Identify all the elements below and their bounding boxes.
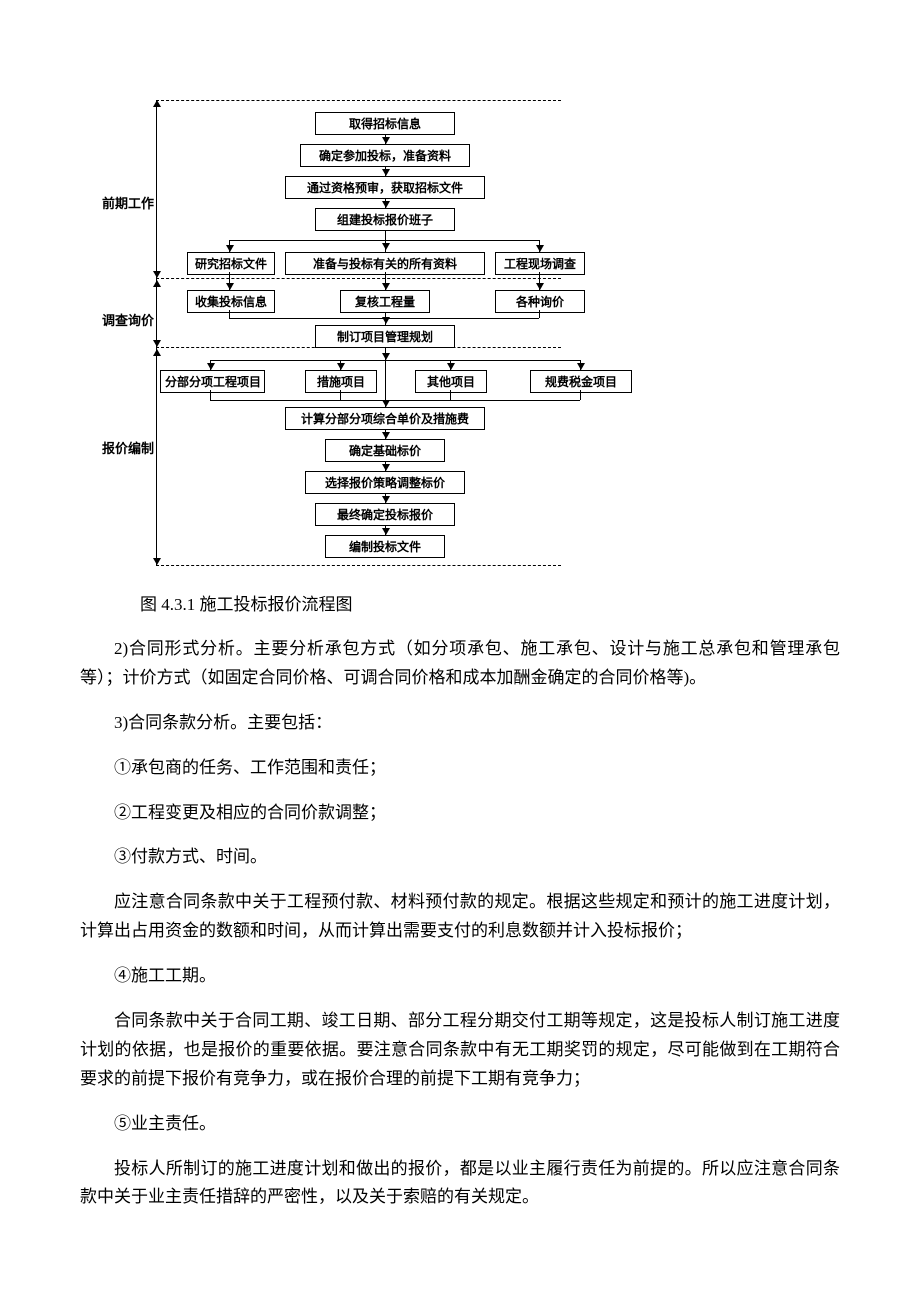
box-project-plan: 制订项目管理规划 bbox=[315, 325, 455, 348]
box-adjust-strategy: 选择报价策略调整标价 bbox=[305, 471, 465, 494]
box-final-price: 最终确定投标报价 bbox=[315, 503, 455, 526]
para-item-2: ②工程变更及相应的合同价款调整； bbox=[80, 799, 840, 828]
box-site-survey: 工程现场调查 bbox=[495, 252, 585, 275]
box-compile-docs: 编制投标文件 bbox=[325, 535, 445, 558]
body-text: 2)合同形式分析。主要分析承包方式（如分项承包、施工承包、设计与施工总承包和管理… bbox=[0, 635, 920, 1212]
phase-label-3: 报价编制 bbox=[102, 438, 154, 457]
box-form-team: 组建投标报价班子 bbox=[315, 208, 455, 231]
box-decide-bid: 确定参加投标，准备资料 bbox=[300, 144, 470, 167]
box-obtain-info: 取得招标信息 bbox=[315, 112, 455, 135]
flowchart-diagram: 前期工作 调查询价 报价编制 取得招标信息 确定参加投标，准备资料 通过资格预审… bbox=[130, 100, 670, 570]
para-item-3: ③付款方式、时间。 bbox=[80, 843, 840, 872]
figure-caption: 图 4.3.1 施工投标报价流程图 bbox=[140, 590, 920, 615]
phase-label-2: 调查询价 bbox=[102, 310, 154, 329]
para-duration-note: 合同条款中关于合同工期、竣工日期、部分工程分期交付工期等规定，这是投标人制订施工… bbox=[80, 1007, 840, 1094]
box-fee-tax-item: 规费税金项目 bbox=[530, 370, 632, 393]
para-owner-note: 投标人所制订的施工进度计划和做出的报价，都是以业主履行责任为前提的。所以应注意合… bbox=[80, 1155, 840, 1213]
para-item-4: ④施工工期。 bbox=[80, 962, 840, 991]
phase-label-1: 前期工作 bbox=[102, 193, 154, 212]
box-other-item: 其他项目 bbox=[415, 370, 487, 393]
box-collect-info: 收集投标信息 bbox=[187, 290, 275, 313]
box-base-price: 确定基础标价 bbox=[325, 439, 445, 462]
box-prequalify: 通过资格预审，获取招标文件 bbox=[285, 176, 485, 199]
box-study-docs: 研究招标文件 bbox=[187, 252, 275, 275]
box-subitem-project: 分部分项工程项目 bbox=[160, 370, 265, 393]
box-measure-item: 措施项目 bbox=[305, 370, 377, 393]
box-verify-quantity: 复核工程量 bbox=[340, 290, 430, 313]
para-item-5: ⑤业主责任。 bbox=[80, 1110, 840, 1139]
para-payment-note: 应注意合同条款中关于工程预付款、材料预付款的规定。根据这些规定和预计的施工进度计… bbox=[80, 888, 840, 946]
para-contract-terms: 3)合同条款分析。主要包括： bbox=[80, 709, 840, 738]
para-item-1: ①承包商的任务、工作范围和责任； bbox=[80, 754, 840, 783]
box-price-inquiry: 各种询价 bbox=[495, 290, 585, 313]
para-contract-form: 2)合同形式分析。主要分析承包方式（如分项承包、施工承包、设计与施工总承包和管理… bbox=[80, 635, 840, 693]
box-calc-unit-price: 计算分部分项综合单价及措施费 bbox=[285, 407, 485, 430]
